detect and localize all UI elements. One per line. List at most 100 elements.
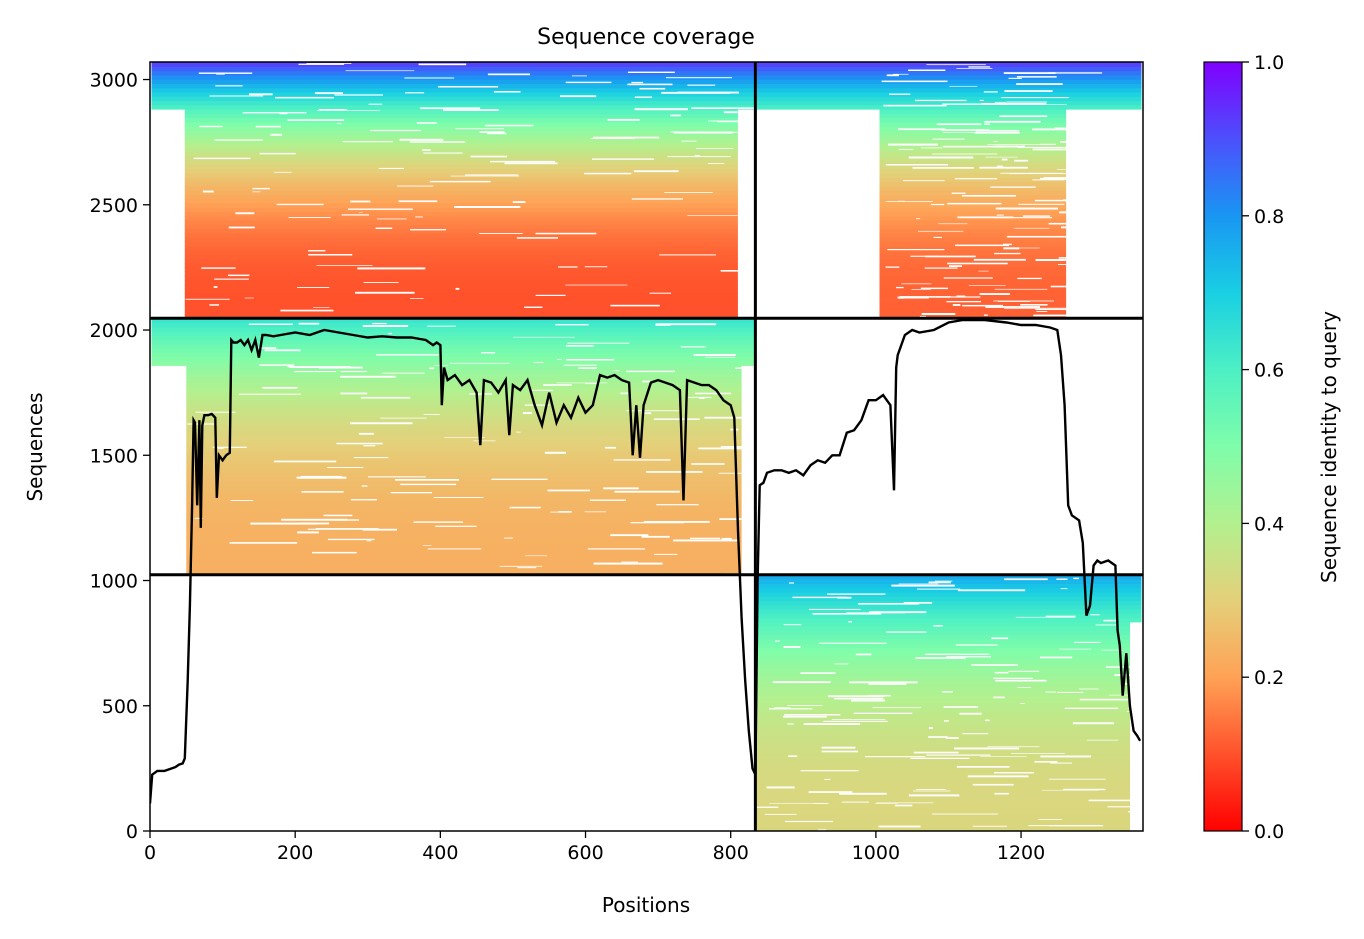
x-tick-label: 0 [144,842,156,864]
gap-mark [834,697,884,700]
gap-mark [558,266,578,268]
gap-mark [898,128,946,131]
identity-band [184,241,738,247]
gap-mark [889,93,911,95]
gap-mark [994,288,1048,290]
gap-mark [764,813,797,815]
gap-mark [610,304,660,307]
gap-mark [921,313,956,315]
gap-mark [998,301,1031,302]
gap-mark [812,613,882,615]
gap-mark [1063,199,1097,201]
gap-mark [698,447,744,450]
identity-band [879,207,1067,213]
identity-band [186,557,742,563]
gap-mark [846,612,906,614]
gap-mark [968,285,1006,286]
gap-mark [783,624,802,626]
gap-mark [687,215,743,216]
identity-band [184,143,738,148]
identity-band [151,348,754,354]
gap-mark [1090,614,1100,616]
gap-mark [721,537,732,540]
gap-mark [984,120,1041,123]
gap-mark [429,367,434,370]
gap-mark [1059,648,1092,650]
gap-mark [926,64,986,66]
identity-band [755,745,1130,751]
identity-band [755,690,1130,695]
gap-mark [925,653,990,655]
identity-band [184,113,738,119]
gap-mark [931,153,998,155]
gap-mark [818,829,827,831]
gap-mark [997,165,1003,167]
gap-mark [980,756,1027,757]
gap-mark [956,766,1010,768]
identity-band [755,741,1130,747]
gap-mark [869,611,927,614]
gap-mark [362,528,397,531]
identity-band [879,249,1067,255]
identity-band [879,314,1067,319]
gap-mark [848,621,852,623]
identity-band [879,117,1067,123]
gap-mark [315,528,379,530]
gap-mark [887,249,945,251]
gap-mark [626,370,675,373]
gap-mark [896,286,904,289]
gap-mark [366,540,372,542]
gap-mark [565,81,612,84]
gap-mark [410,229,447,231]
gap-mark [673,539,740,542]
gap-mark [775,640,780,642]
colorbar-label: Sequence identity to query [1317,311,1341,583]
alignment-gaps [185,63,1143,831]
gap-mark [422,149,431,151]
identity-band [756,574,1142,580]
gap-mark [195,411,236,413]
gap-mark [1011,753,1065,754]
gap-mark [416,122,437,124]
colorbar-tick-label: 0.0 [1254,821,1284,843]
gap-mark [1049,778,1106,780]
gap-mark [787,723,794,725]
identity-band [184,245,738,251]
gap-mark [661,91,730,94]
gap-mark [1072,722,1115,725]
gap-mark [1061,226,1113,229]
gap-mark [1008,77,1022,79]
identity-band [184,156,738,161]
gap-mark [1058,257,1123,259]
gap-mark [1004,578,1048,581]
gap-mark [954,178,998,180]
identity-band [879,296,1067,302]
gap-mark [487,73,530,76]
identity-band [184,177,738,183]
gap-mark [353,457,389,459]
gap-mark [784,714,841,716]
identity-band [755,626,1130,631]
gap-mark [360,396,411,399]
gap-mark [409,141,466,143]
identity-band [186,566,742,572]
gap-mark [423,414,440,415]
gap-mark [565,345,594,347]
identity-band [184,249,738,255]
gap-mark [774,707,791,709]
identity-band [184,190,738,195]
identity-band [184,109,738,114]
gap-mark [885,266,900,268]
identity-band [756,617,1142,623]
gap-mark [897,296,929,299]
gap-mark [418,63,467,66]
gap-mark [925,255,976,258]
gap-mark [228,226,255,229]
gap-mark [450,175,520,177]
gap-mark [427,325,456,327]
identity-band [879,267,1067,272]
identity-band [756,608,1142,614]
identity-band [879,181,1067,187]
gap-mark [276,203,324,206]
identity-band [879,309,1067,315]
